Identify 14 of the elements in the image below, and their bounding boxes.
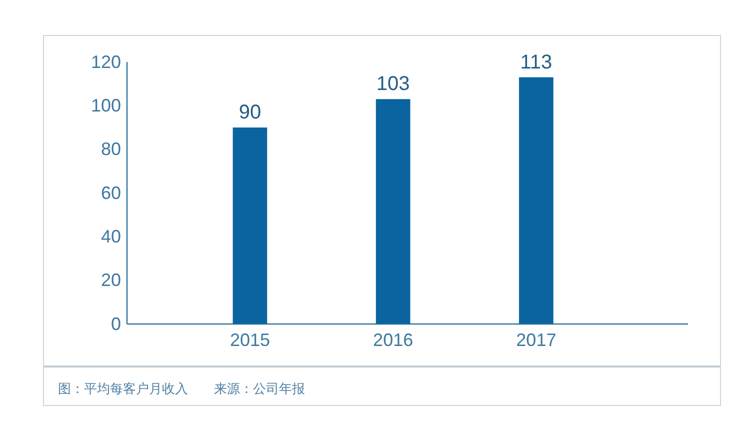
y-tick-label: 60 — [100, 182, 121, 203]
y-tick-label: 0 — [110, 314, 121, 334]
text: 图：平均每客户月收入 来源：公司年报 — [58, 381, 305, 397]
y-tick-label: 20 — [100, 270, 121, 290]
x-tick-label: 2015 — [230, 330, 270, 350]
y-tick-label: 40 — [100, 226, 121, 246]
y-tick-label: 80 — [100, 139, 121, 160]
data-label: 113 — [520, 51, 552, 74]
y-tick-label: 100 — [90, 95, 121, 116]
y-tick-label: 120 — [90, 52, 121, 72]
x-tick-label: 2016 — [373, 330, 414, 350]
data-label: 103 — [376, 73, 410, 96]
data-label: 90 — [238, 102, 262, 124]
x-tick-label: 2017 — [516, 330, 556, 350]
